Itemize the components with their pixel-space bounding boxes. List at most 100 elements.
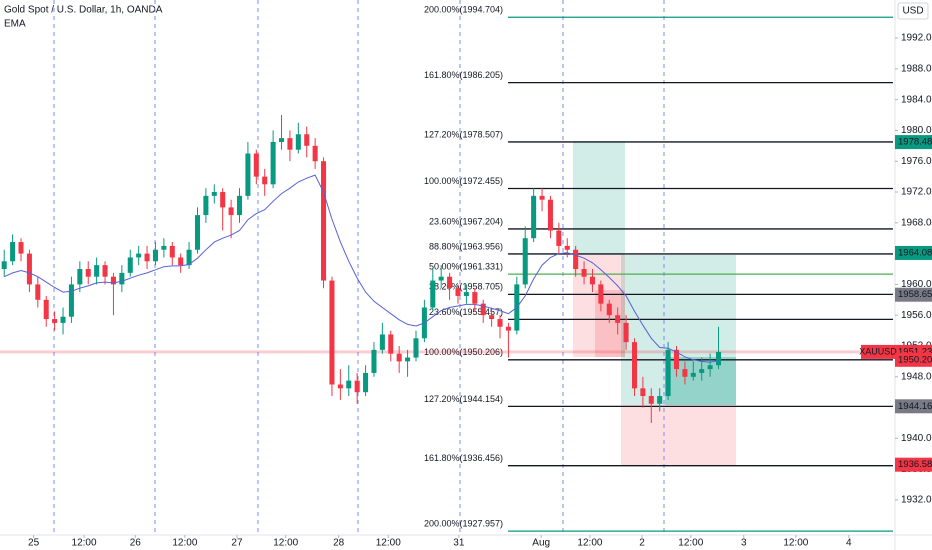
y-tick-label: 1988.000 — [901, 63, 932, 74]
candle-body — [707, 365, 713, 370]
candle-body — [631, 342, 638, 389]
candle-body — [77, 269, 83, 285]
y-tick-label: 1960.000 — [901, 279, 932, 290]
fib-label: 100.00%(1950.206) — [424, 347, 503, 357]
candle-body — [438, 276, 444, 281]
y-tick-label: 1940.000 — [901, 433, 932, 444]
candle-body — [388, 334, 394, 354]
candle-body — [531, 195, 537, 239]
candle-body — [581, 269, 587, 277]
currency-box[interactable] — [897, 2, 929, 20]
candle-body — [589, 276, 595, 285]
candle-body — [43, 299, 49, 320]
candle-body — [236, 195, 243, 216]
price-tag — [895, 135, 932, 150]
candle-body — [497, 319, 503, 327]
candle-body — [522, 238, 528, 285]
candle-body — [455, 288, 461, 296]
candle-body — [245, 153, 251, 196]
candle-body — [539, 195, 545, 200]
indicator-label: EMA — [4, 19, 26, 30]
x-tick-label: 12:00 — [172, 538, 197, 549]
candle-body — [18, 242, 24, 254]
candle-body — [144, 253, 150, 262]
price-tag-label: 1958.659 — [898, 289, 932, 300]
candle-body — [169, 245, 175, 258]
short-stop-zone — [621, 405, 736, 465]
candle-body — [564, 245, 570, 250]
x-tick-label: 31 — [453, 538, 465, 549]
candle-body — [136, 253, 142, 258]
candle-body — [556, 230, 562, 246]
candle-body — [363, 372, 369, 393]
candle-body — [665, 349, 671, 397]
x-tick-label: 28 — [333, 538, 345, 549]
candle-body — [186, 249, 192, 266]
x-tick-label: Aug — [532, 538, 550, 549]
candle-body — [447, 276, 453, 289]
candle-body — [430, 280, 436, 308]
y-tick-label: 1956.000 — [901, 310, 932, 321]
candle-body — [270, 141, 276, 185]
x-tick-label: 4 — [846, 538, 852, 549]
candle-body — [287, 138, 293, 150]
candle-body — [127, 257, 133, 273]
candle-body — [321, 161, 327, 281]
candle-body — [413, 338, 419, 358]
candle-body — [673, 349, 680, 370]
y-tick-label: 1972.000 — [901, 187, 932, 198]
x-tick-label: 12:00 — [376, 538, 401, 549]
candle-body — [640, 388, 646, 397]
long-target-zone — [573, 141, 625, 255]
price-tag — [895, 245, 932, 260]
price-tag — [895, 457, 932, 472]
candle-body — [547, 199, 553, 231]
fib-label: 200.00%(1994.704) — [424, 5, 503, 15]
candle-body — [657, 396, 663, 404]
candle-body — [178, 257, 184, 266]
candle-body — [194, 215, 201, 250]
candle-body — [304, 134, 310, 146]
candle-body — [220, 192, 226, 208]
candle-body — [94, 265, 100, 277]
candle-body — [152, 249, 158, 262]
candle-body — [26, 253, 32, 285]
candle-body — [716, 351, 722, 366]
price-tag-label: 1964.086 — [898, 247, 932, 258]
price-tag-label: 1936.583 — [898, 459, 932, 470]
fib-label: 100.00%(1972.455) — [424, 176, 503, 186]
price-tag-label: 1944.168 — [898, 401, 932, 412]
currency-label[interactable]: USD — [902, 6, 923, 17]
short-target-zone — [621, 255, 736, 405]
candle-body — [279, 138, 285, 142]
x-tick-label: 12:00 — [72, 538, 97, 549]
candle-body — [253, 153, 259, 177]
fib-label: 161.80%(1936.456) — [424, 453, 503, 463]
fib-label: 161.80%(1986.205) — [424, 70, 503, 80]
candle-body — [68, 284, 74, 317]
candle-body — [573, 249, 579, 270]
y-tick-label: 1992.000 — [901, 33, 932, 44]
x-tick-label: 3 — [741, 538, 747, 549]
fib-label: 127.20%(1978.507) — [424, 129, 503, 139]
fib-label: 200.00%(1927.957) — [424, 518, 503, 528]
symbol-tag-label: XAUUSD — [859, 346, 897, 356]
candle-body — [102, 265, 108, 277]
candle-body — [405, 357, 411, 362]
candle-body — [228, 207, 234, 216]
candle-body — [480, 303, 486, 316]
price-tag — [895, 352, 932, 367]
candle-body — [329, 280, 335, 385]
candle-body — [10, 242, 16, 262]
candle-body — [615, 315, 621, 323]
y-tick-label: 1968.000 — [901, 217, 932, 228]
x-tick-label: 25 — [28, 538, 40, 549]
x-tick-label: 2 — [639, 538, 645, 549]
candle-body — [489, 315, 495, 320]
candle-body — [379, 334, 385, 350]
x-tick-label: 27 — [231, 538, 243, 549]
candle-body — [312, 145, 318, 162]
candle-body — [598, 284, 604, 304]
y-tick-label: 1980.000 — [901, 125, 932, 136]
